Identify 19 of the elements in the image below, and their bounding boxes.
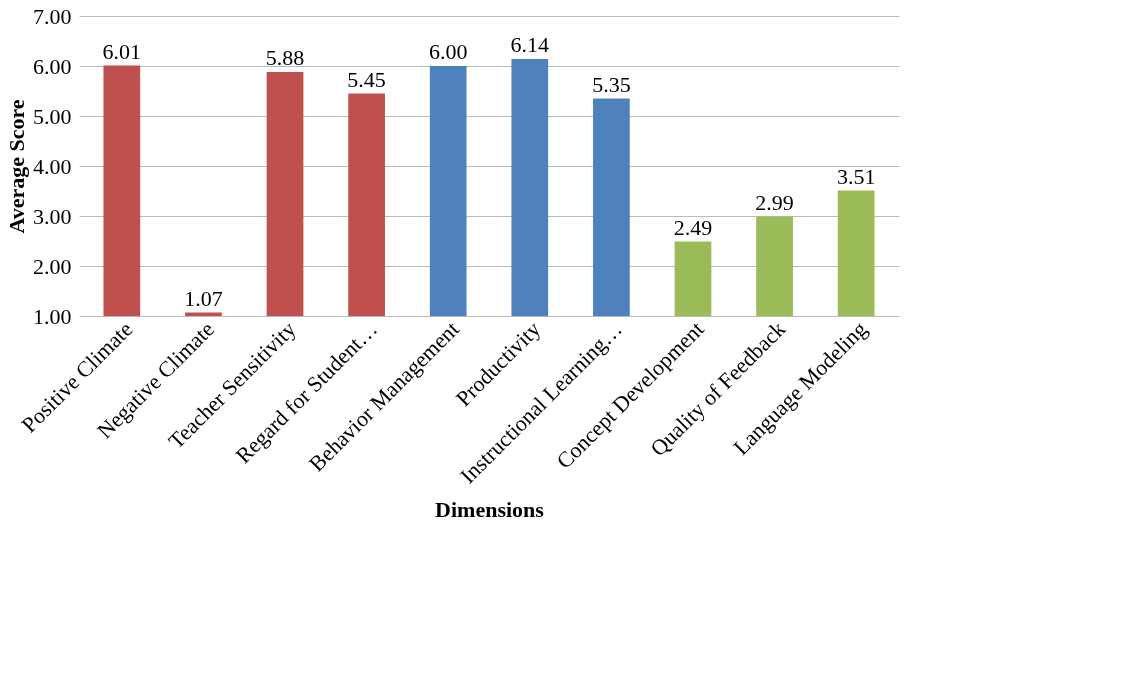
data-label: 3.51 bbox=[836, 163, 876, 189]
y-tick-label: 2.00 bbox=[33, 253, 72, 279]
data-label: 2.49 bbox=[673, 214, 713, 240]
y-tick-label: 3.00 bbox=[33, 203, 72, 229]
data-label: 6.14 bbox=[510, 32, 550, 57]
y-axis-title: Average Score bbox=[4, 99, 29, 234]
data-label: 5.45 bbox=[347, 66, 386, 92]
data-label: 6.01 bbox=[102, 38, 142, 64]
data-label: 1.07 bbox=[184, 285, 223, 311]
y-tick-label: 5.00 bbox=[33, 103, 72, 129]
y-tick-label: 4.00 bbox=[33, 153, 72, 179]
y-tick-label: 6.00 bbox=[33, 53, 72, 79]
data-label: 5.88 bbox=[265, 45, 305, 70]
data-label: 5.35 bbox=[592, 71, 631, 97]
data-label: 2.99 bbox=[755, 189, 794, 215]
y-tick-label: 1.00 bbox=[33, 303, 72, 329]
y-tick-label: 7.00 bbox=[33, 3, 72, 29]
data-label: 6.00 bbox=[428, 39, 468, 64]
x-axis-title: Dimensions bbox=[435, 496, 545, 522]
